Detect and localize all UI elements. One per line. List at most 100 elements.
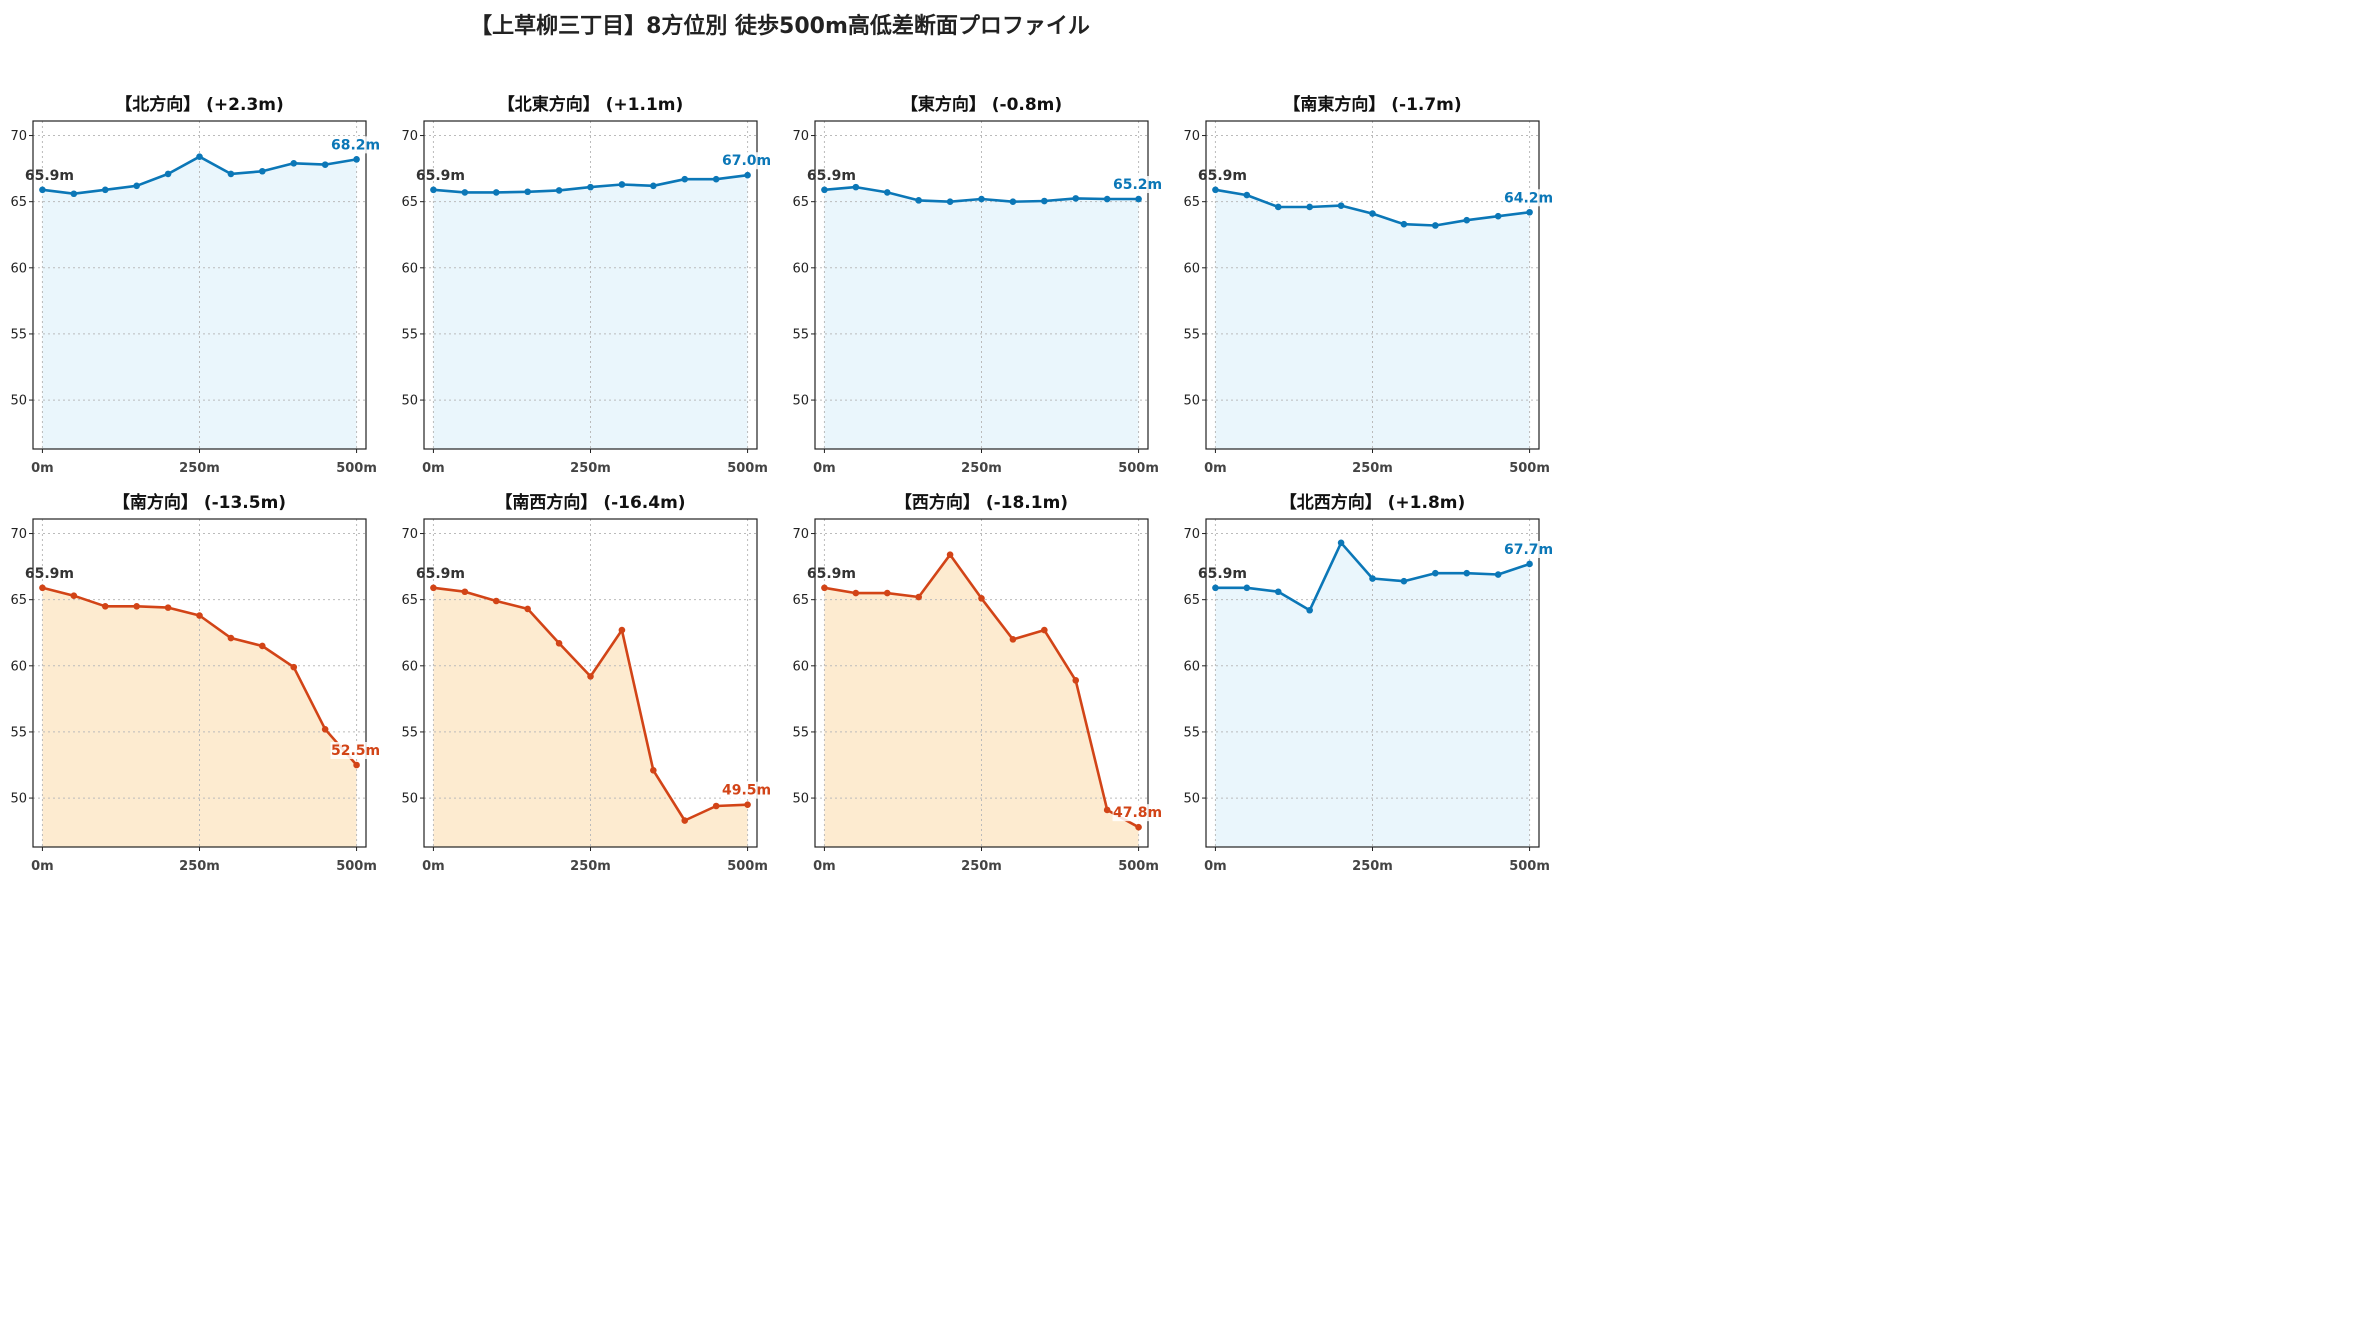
data-point xyxy=(461,189,469,196)
data-point xyxy=(744,171,751,179)
panel-title: 【北方向】 (+2.3m) xyxy=(115,94,284,115)
data-point xyxy=(1072,195,1080,202)
data-point xyxy=(259,642,266,650)
y-tick-label: 50 xyxy=(10,792,27,807)
y-tick-label: 55 xyxy=(1183,725,1200,740)
y-tick-label: 60 xyxy=(401,659,418,674)
x-tick-label: 500m xyxy=(336,461,377,476)
data-point xyxy=(883,189,891,196)
x-tick-label: 0m xyxy=(1204,859,1227,874)
data-point xyxy=(821,584,828,592)
data-point xyxy=(1432,222,1439,229)
y-tick-label: 70 xyxy=(792,527,809,542)
y-tick-label: 60 xyxy=(10,261,27,276)
data-point xyxy=(852,589,860,597)
x-tick-label: 250m xyxy=(961,859,1002,874)
data-point xyxy=(164,170,172,178)
x-tick-label: 250m xyxy=(961,461,1002,476)
x-tick-label: 250m xyxy=(179,859,220,874)
data-point xyxy=(744,801,751,808)
page-title: 【上草柳三丁目】8方位別 徒歩500m高低差断面プロファイル xyxy=(470,14,1090,39)
elevation-area xyxy=(42,587,357,847)
end-label-bg xyxy=(330,136,383,154)
end-label-bg xyxy=(721,152,774,170)
chart-panel-1: 【北東方向】 (+1.1m) 50 55 60 65 70 0m 250m 500m 65.9m 6… xyxy=(401,94,774,476)
chart-panel-4: 【南方向】 (-13.5m) 50 55 60 65 70 0m 250m 500m 65.9m 5… xyxy=(10,492,383,874)
end-label: 68.2m xyxy=(331,137,380,153)
panel-title: 【南方向】 (-13.5m) xyxy=(113,492,286,513)
data-point xyxy=(1072,677,1080,684)
y-tick-label: 70 xyxy=(401,129,418,144)
data-point xyxy=(524,605,531,613)
end-label: 47.8m xyxy=(1113,805,1162,821)
end-label-bg xyxy=(330,742,383,759)
data-point xyxy=(353,761,360,769)
y-tick-label: 55 xyxy=(10,327,27,342)
data-point xyxy=(1494,571,1502,578)
x-tick-label: 250m xyxy=(1352,859,1393,874)
end-label-bg xyxy=(1503,189,1556,207)
plot-frame xyxy=(423,120,758,450)
y-tick-label: 65 xyxy=(401,593,418,608)
data-point xyxy=(321,725,329,733)
data-point xyxy=(555,640,563,647)
data-point xyxy=(883,589,891,597)
end-label: 65.2m xyxy=(1113,177,1162,193)
panel-title: 【西方向】 (-18.1m) xyxy=(895,492,1068,513)
data-point xyxy=(946,551,954,559)
y-tick-label: 65 xyxy=(10,195,27,210)
y-tick-label: 55 xyxy=(792,725,809,740)
chart-panel-6: 【西方向】 (-18.1m) 50 55 60 65 70 0m 250m 500m 65.9m 4… xyxy=(792,492,1165,874)
y-tick-label: 65 xyxy=(1183,593,1200,608)
x-tick-label: 500m xyxy=(336,859,377,874)
data-point xyxy=(321,161,329,168)
data-point xyxy=(555,187,563,194)
data-point xyxy=(1041,626,1048,634)
y-tick-label: 70 xyxy=(10,129,27,144)
data-point xyxy=(1009,636,1017,643)
x-tick-label: 250m xyxy=(570,461,611,476)
data-point xyxy=(1243,191,1251,199)
y-tick-label: 65 xyxy=(401,195,418,210)
data-point xyxy=(1135,823,1142,831)
plot-frame xyxy=(1205,518,1540,848)
y-tick-label: 50 xyxy=(792,394,809,409)
data-point xyxy=(618,181,626,188)
y-tick-label: 65 xyxy=(792,593,809,608)
y-tick-label: 55 xyxy=(1183,327,1200,342)
data-point xyxy=(650,766,657,774)
data-point xyxy=(681,175,689,183)
plot-frame xyxy=(32,120,367,450)
chart-panel-2: 【東方向】 (-0.8m) 50 55 60 65 70 0m 250m 500m 65.9m 65… xyxy=(792,94,1165,476)
y-tick-label: 70 xyxy=(1183,527,1200,542)
x-tick-label: 500m xyxy=(1509,859,1550,874)
x-tick-label: 500m xyxy=(1509,461,1550,476)
y-tick-label: 60 xyxy=(1183,659,1200,674)
data-point xyxy=(915,593,922,601)
y-tick-label: 60 xyxy=(1183,261,1200,276)
end-label: 52.5m xyxy=(331,743,380,759)
data-point xyxy=(353,156,360,163)
data-point xyxy=(946,198,954,205)
data-point xyxy=(1103,806,1111,814)
data-point xyxy=(618,626,626,634)
y-tick-label: 60 xyxy=(401,261,418,276)
data-point xyxy=(1306,606,1313,614)
start-label: 65.9m xyxy=(807,168,856,184)
data-point xyxy=(1400,220,1408,228)
data-point xyxy=(290,663,298,671)
data-point xyxy=(227,634,235,642)
data-point xyxy=(712,175,720,183)
data-point xyxy=(1432,569,1439,577)
y-tick-label: 55 xyxy=(792,327,809,342)
y-tick-label: 50 xyxy=(401,394,418,409)
x-tick-label: 250m xyxy=(179,461,220,476)
panel-title: 【南西方向】 (-16.4m) xyxy=(495,492,685,513)
data-point xyxy=(1306,203,1313,211)
y-tick-label: 60 xyxy=(792,659,809,674)
y-tick-label: 70 xyxy=(10,527,27,542)
data-point xyxy=(1494,212,1502,220)
end-label-bg xyxy=(721,781,774,799)
data-point xyxy=(1526,560,1533,568)
y-tick-label: 50 xyxy=(792,792,809,807)
